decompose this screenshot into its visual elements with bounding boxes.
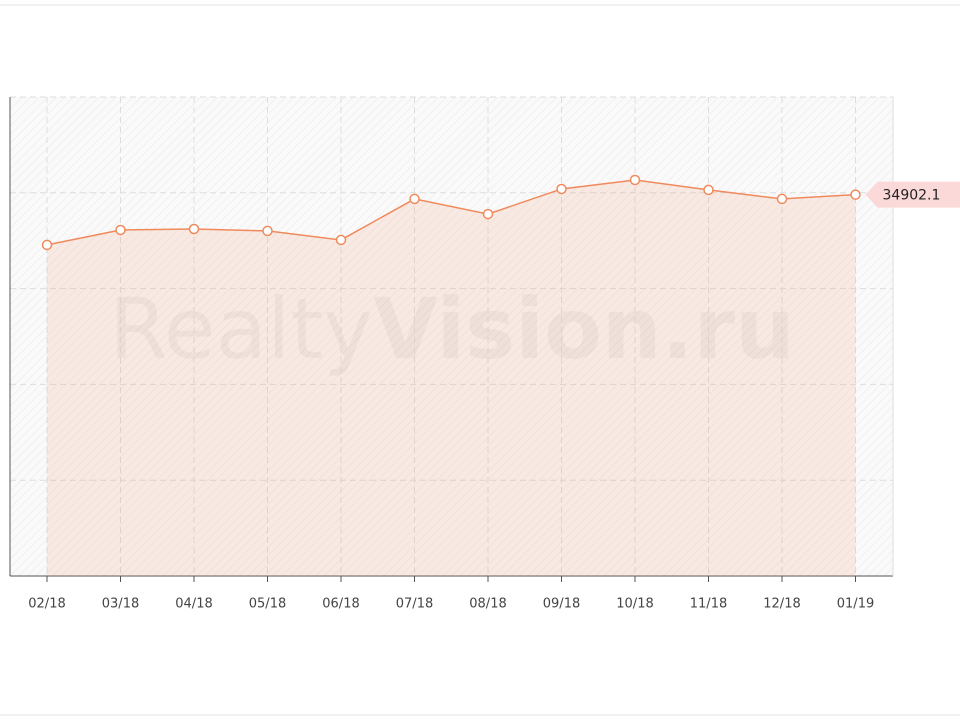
area — [47, 180, 856, 576]
point — [410, 194, 419, 203]
x-tick-label: 11/18 — [690, 597, 727, 612]
x-tick-label: 04/18 — [175, 597, 212, 612]
point — [557, 184, 566, 193]
x-tick-label: 07/18 — [396, 597, 433, 612]
x-tick-label: 09/18 — [543, 597, 580, 612]
x-tick-label: 08/18 — [469, 597, 506, 612]
point — [43, 240, 52, 249]
x-tick-label: 01/19 — [837, 597, 874, 612]
point — [263, 226, 272, 235]
x-tick-label: 12/18 — [763, 597, 800, 612]
point — [337, 235, 346, 244]
point — [778, 194, 787, 203]
point — [116, 225, 125, 234]
x-tick-label: 05/18 — [249, 597, 286, 612]
point — [190, 225, 199, 234]
x-tick-label: 02/18 — [28, 597, 65, 612]
point — [631, 175, 640, 184]
point — [851, 190, 860, 199]
x-tick-label: 06/18 — [322, 597, 359, 612]
x-tick-label: 10/18 — [616, 597, 653, 612]
x-tick-label: 03/18 — [102, 597, 139, 612]
point — [704, 185, 713, 194]
value-label: 34902.1 — [883, 188, 941, 204]
point — [484, 210, 493, 219]
